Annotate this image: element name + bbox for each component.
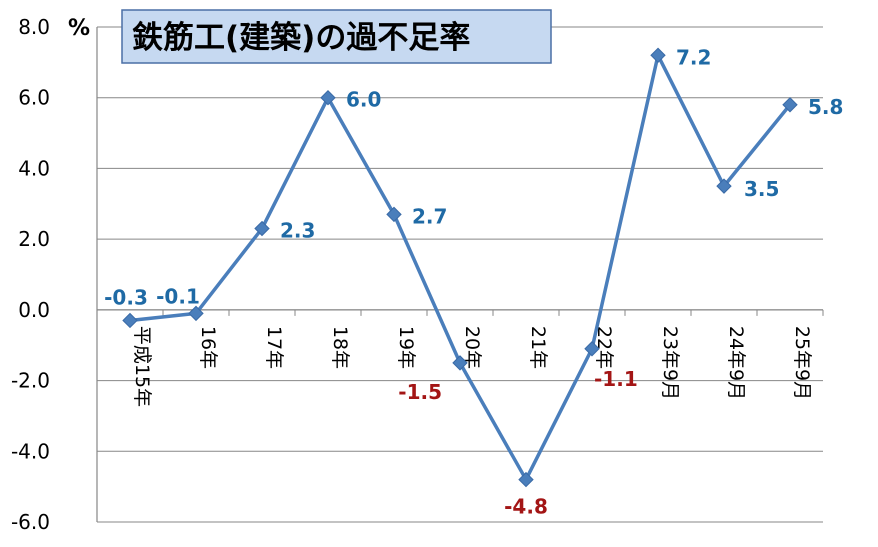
data-point-marker	[254, 220, 270, 237]
data-label: 2.7	[412, 204, 447, 228]
data-point-marker	[650, 47, 666, 63]
x-category-text: 23年9月	[659, 326, 681, 400]
data-label: 3.5	[744, 177, 779, 201]
data-label: 6.0	[346, 88, 381, 112]
x-category-label: 20年	[461, 326, 483, 369]
x-category-label: 16年	[197, 326, 219, 369]
data-label: -0.3	[104, 285, 148, 309]
data-label: 2.3	[280, 219, 315, 243]
y-tick-label: 8.0	[18, 15, 50, 39]
data-label: -1.1	[594, 367, 638, 391]
data-label: -1.5	[398, 380, 442, 404]
series-polyline	[129, 53, 792, 482]
x-category-text: 平成15年	[131, 326, 153, 407]
x-category-label: 18年	[329, 326, 351, 369]
x-category-text: 22年	[593, 326, 615, 369]
x-category-text: 16年	[197, 326, 219, 369]
y-tick-label: 6.0	[18, 86, 50, 110]
data-point-marker	[584, 341, 600, 357]
x-category-text: 19年	[395, 326, 417, 369]
title-box	[121, 9, 552, 64]
y-tick-label: 4.0	[18, 156, 50, 180]
y-tick-label: 2.0	[18, 227, 50, 251]
data-labels: -0.3 -0.1 2.3 6.0 2.7 -1.5 -4.8 -1.1 7.2 3.5 5.8	[104, 45, 843, 518]
data-point-marker	[188, 305, 204, 322]
data-label: 7.2	[676, 45, 711, 69]
data-label: -0.1	[156, 284, 200, 308]
x-category-label: 25年9月	[791, 326, 813, 400]
x-category-label: 22年	[593, 326, 615, 369]
data-label: -4.8	[504, 495, 548, 519]
x-category-label: 21年	[527, 326, 549, 369]
data-point-marker	[716, 178, 732, 194]
y-tick-label: -2.0	[11, 369, 50, 393]
x-category-label: 19年	[395, 326, 417, 369]
x-category-text: 21年	[527, 326, 549, 369]
data-point-marker	[518, 471, 534, 488]
x-category-text: 20年	[461, 326, 483, 369]
x-category-text: 24年9月	[725, 326, 747, 400]
y-tick-label: -6.0	[11, 510, 50, 534]
data-point-marker	[122, 312, 138, 329]
data-point-marker	[452, 355, 468, 371]
x-category-labels: 平成15年 16年 17年 18年 19年 20年 21年 22年 23年9月 24年9月 25年9…	[131, 326, 813, 407]
x-category-text: 17年	[263, 326, 285, 369]
y-tick-label: 0.0	[18, 298, 50, 322]
data-point-marker	[782, 97, 798, 113]
data-point-marker	[320, 90, 336, 106]
x-category-text: 25年9月	[791, 326, 813, 400]
chart-title-text: 鉄筋工(建築)の過不足率	[132, 20, 470, 56]
x-category-label: 17年	[263, 326, 285, 369]
y-unit-label: %	[68, 16, 90, 41]
y-tick-labels: 8.0 6.0 4.0 2.0 0.0 -2.0 -4.0 -6.0	[11, 15, 50, 534]
x-category-label: 23年9月	[659, 326, 681, 400]
x-category-text: 18年	[329, 326, 351, 369]
data-point-marker	[386, 206, 402, 223]
y-tick-label: -4.0	[11, 439, 50, 463]
chart-title: 鉄筋工(建築)の過不足率	[121, 9, 552, 64]
grid-lines	[97, 26, 823, 523]
x-category-label: 平成15年	[131, 326, 153, 407]
x-category-label: 24年9月	[725, 326, 747, 400]
series-line	[122, 47, 798, 488]
axes	[96, 27, 824, 522]
data-label: 5.8	[808, 95, 843, 119]
